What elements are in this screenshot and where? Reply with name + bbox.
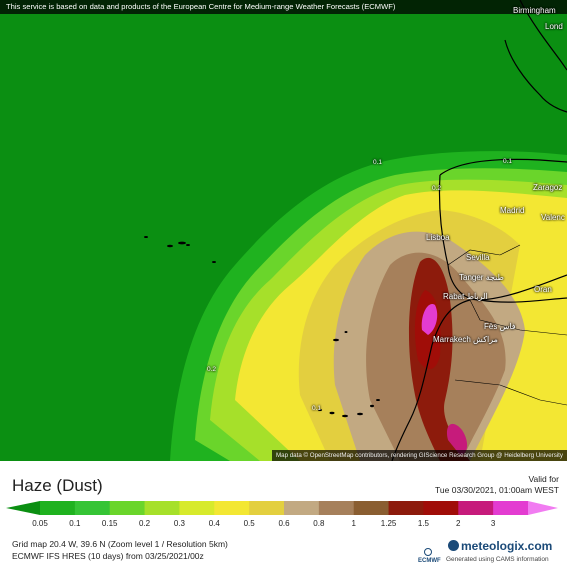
- map-attribution[interactable]: Map data © OpenStreetMap contributors, r…: [271, 450, 567, 461]
- scale-tick-label: 0.6: [278, 519, 290, 528]
- scale-swatch: [284, 501, 320, 515]
- city-madrid: Madrid: [500, 206, 525, 215]
- scale-tick-label: 0.5: [243, 519, 255, 528]
- ecmwf-emblem-icon: [424, 548, 432, 556]
- scale-swatch: [179, 501, 215, 515]
- city-sevilla: Sevilla: [466, 253, 490, 262]
- scale-tick-label: 0.05: [32, 519, 48, 528]
- color-scale-bar: [6, 501, 558, 515]
- scale-tick-label: 0.4: [208, 519, 220, 528]
- scale-low-arrow: [6, 501, 40, 515]
- coastline-africa: [391, 297, 567, 461]
- scale-swatch: [423, 501, 459, 515]
- scale-swatch: [144, 501, 180, 515]
- contour-label: 0.1: [503, 158, 513, 165]
- scale-swatch: [353, 501, 390, 515]
- scale-swatch: [493, 501, 529, 515]
- ecmwf-logo: ECMWF: [418, 548, 441, 564]
- scale-tick-label: 1.5: [417, 519, 429, 528]
- scale-swatch: [318, 501, 355, 515]
- scale-tick-label: 0.8: [313, 519, 325, 528]
- scale-tick-label: 0.15: [101, 519, 118, 528]
- canary-islands: [318, 399, 380, 418]
- brand-subtitle: Generated using CAMS information: [446, 556, 549, 563]
- city-london: Lond: [545, 22, 563, 31]
- field-2: [446, 423, 468, 455]
- scale-swatch: [40, 501, 76, 515]
- city-lisboa: Lisboa: [426, 233, 450, 242]
- scale-tick-label: 3: [490, 519, 496, 528]
- scale-swatch: [109, 501, 146, 515]
- ecmwf-banner: This service is based on data and produc…: [0, 0, 567, 14]
- scale-tick-label: 0.1: [69, 519, 81, 528]
- madeira-islands: [333, 331, 348, 342]
- scale-tick-label: 0.3: [173, 519, 185, 528]
- contour-label: 0.1: [312, 405, 322, 412]
- border-lines: [447, 244, 567, 406]
- brand-link[interactable]: meteologix.com: [448, 539, 552, 553]
- contour-label: 0.2: [207, 366, 217, 373]
- city-tanger: Tanger طنجة: [459, 273, 504, 282]
- scale-tick-label: 0.2: [139, 519, 151, 528]
- scale-tick-label: 1: [351, 519, 356, 528]
- dust-map[interactable]: This service is based on data and produc…: [0, 0, 567, 461]
- model-info: ECMWF IFS HRES (10 days) from 03/25/2021…: [12, 551, 204, 561]
- scale-swatch: [249, 501, 285, 515]
- city-oran: Oran: [534, 285, 552, 294]
- ecmwf-label: ECMWF: [418, 558, 441, 564]
- brand-logo-icon: [448, 540, 459, 551]
- city-marrakech: Marrakech مراكش: [433, 335, 498, 344]
- scale-swatch: [388, 501, 424, 515]
- legend-title: Haze (Dust): [12, 476, 103, 495]
- scale-swatch: [214, 501, 250, 515]
- coastline-iberia: [438, 158, 567, 301]
- scale-swatch: [74, 501, 111, 515]
- scale-tick-label: 1.25: [380, 519, 397, 528]
- azores-islands: [144, 236, 216, 263]
- valid-datetime: Tue 03/30/2021, 01:00am WEST: [435, 485, 559, 495]
- valid-label: Valid for: [528, 474, 559, 484]
- map-canvas: [0, 0, 567, 461]
- city-fes: Fès فاس: [484, 322, 516, 331]
- city-valencia: Valenc: [541, 213, 565, 222]
- city-birmingham: Birmingham: [513, 6, 556, 15]
- valid-time: Valid for Tue 03/30/2021, 01:00am WEST: [435, 474, 559, 496]
- scale-high-arrow: [528, 501, 558, 515]
- grid-info: Grid map 20.4 W, 39.6 N (Zoom level 1 / …: [12, 539, 228, 549]
- contour-label: 0.1: [373, 159, 383, 166]
- city-rabat: Rabat الرباط: [443, 292, 488, 301]
- scale-tick-label: 2: [456, 519, 461, 528]
- scale-swatch: [458, 501, 494, 515]
- city-zaragoza: Zaragoz: [533, 183, 563, 192]
- brand-name: meteologix.com: [461, 539, 553, 553]
- field-3: [421, 304, 438, 335]
- contour-label: 0.2: [432, 185, 442, 192]
